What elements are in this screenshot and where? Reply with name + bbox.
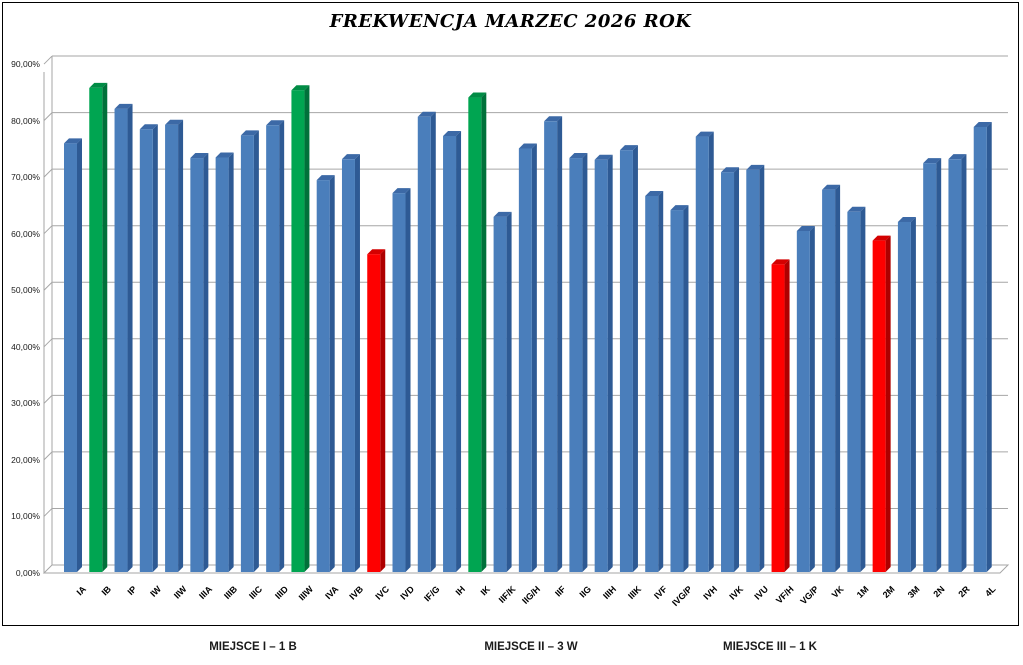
bar-IIIB — [215, 152, 234, 572]
bar-IIID — [266, 120, 285, 572]
bar-IIIH — [594, 154, 613, 573]
y-axis-tick-label: 40,00% — [11, 341, 40, 352]
bar-VG/P — [796, 226, 815, 573]
bar-IVD — [392, 188, 411, 573]
bar-IVF — [645, 190, 664, 572]
bar-IVG/P — [670, 205, 689, 572]
bar-1M — [847, 206, 866, 573]
bar-IIIA — [190, 153, 209, 572]
bar-IVU — [746, 164, 765, 572]
footer-place-2: MIEJSCE II – 3 W — [484, 641, 578, 653]
y-axis-tick-label: 50,00% — [11, 285, 40, 296]
bar-IIG — [569, 153, 588, 572]
bar-IH — [443, 130, 462, 572]
y-axis-tick-label: 90,00% — [11, 59, 40, 70]
bar-IA — [64, 138, 82, 572]
footer-place-1: MIEJSCE I – 1 B — [209, 641, 297, 653]
bar-IIIW — [291, 85, 310, 572]
bar-4L — [973, 121, 992, 572]
bar-IVC — [367, 249, 386, 572]
gridline-side-tick — [43, 338, 53, 348]
bar-2R — [948, 154, 967, 572]
bar-IK — [468, 92, 487, 572]
bar-IVK — [721, 167, 740, 572]
bar-VF/H — [771, 259, 790, 572]
chart-title: FREKWENCJA MARZEC 2026 ROK — [329, 11, 692, 32]
y-axis-tick-label: 0,00% — [15, 568, 40, 578]
bar-IB — [89, 82, 108, 572]
bar-2M — [872, 235, 891, 572]
gridline-side-tick — [43, 55, 53, 65]
bar-2N — [923, 158, 942, 572]
bar-3M — [897, 216, 916, 572]
bar-IVA — [316, 175, 335, 572]
bar-IP — [114, 103, 133, 572]
gridline-side-tick — [43, 508, 53, 517]
bar-IIW — [165, 119, 184, 572]
y-axis-tick-label: 10,00% — [11, 511, 40, 522]
bar-IVB — [341, 154, 360, 572]
footer-place-3: MIEJSCE III – 1 K — [723, 641, 817, 653]
y-axis-tick-label: 20,00% — [11, 454, 40, 465]
gridline-side-tick — [43, 112, 53, 121]
gridline-side-tick — [43, 451, 53, 461]
bar-IIF/K — [493, 211, 512, 572]
bar-IW — [139, 124, 158, 572]
y-axis-tick-label: 60,00% — [11, 228, 40, 239]
bar-IIG/H — [518, 143, 537, 573]
gridline-side-tick — [43, 394, 53, 404]
bar-IIF — [544, 116, 563, 572]
y-axis-tick-label: 30,00% — [11, 398, 40, 409]
bar-VK — [822, 184, 841, 573]
gridline-side-tick — [43, 225, 53, 235]
bar-IIIC — [240, 130, 259, 572]
y-axis-tick-label: 70,00% — [11, 172, 40, 183]
bar-IIIK — [619, 145, 638, 572]
bar-IVH — [695, 131, 714, 572]
gridline-side-tick — [43, 168, 53, 178]
y-axis-tick-label: 80,00% — [11, 115, 40, 126]
gridline-side-tick — [43, 281, 53, 291]
bar-IF/G — [417, 111, 436, 573]
